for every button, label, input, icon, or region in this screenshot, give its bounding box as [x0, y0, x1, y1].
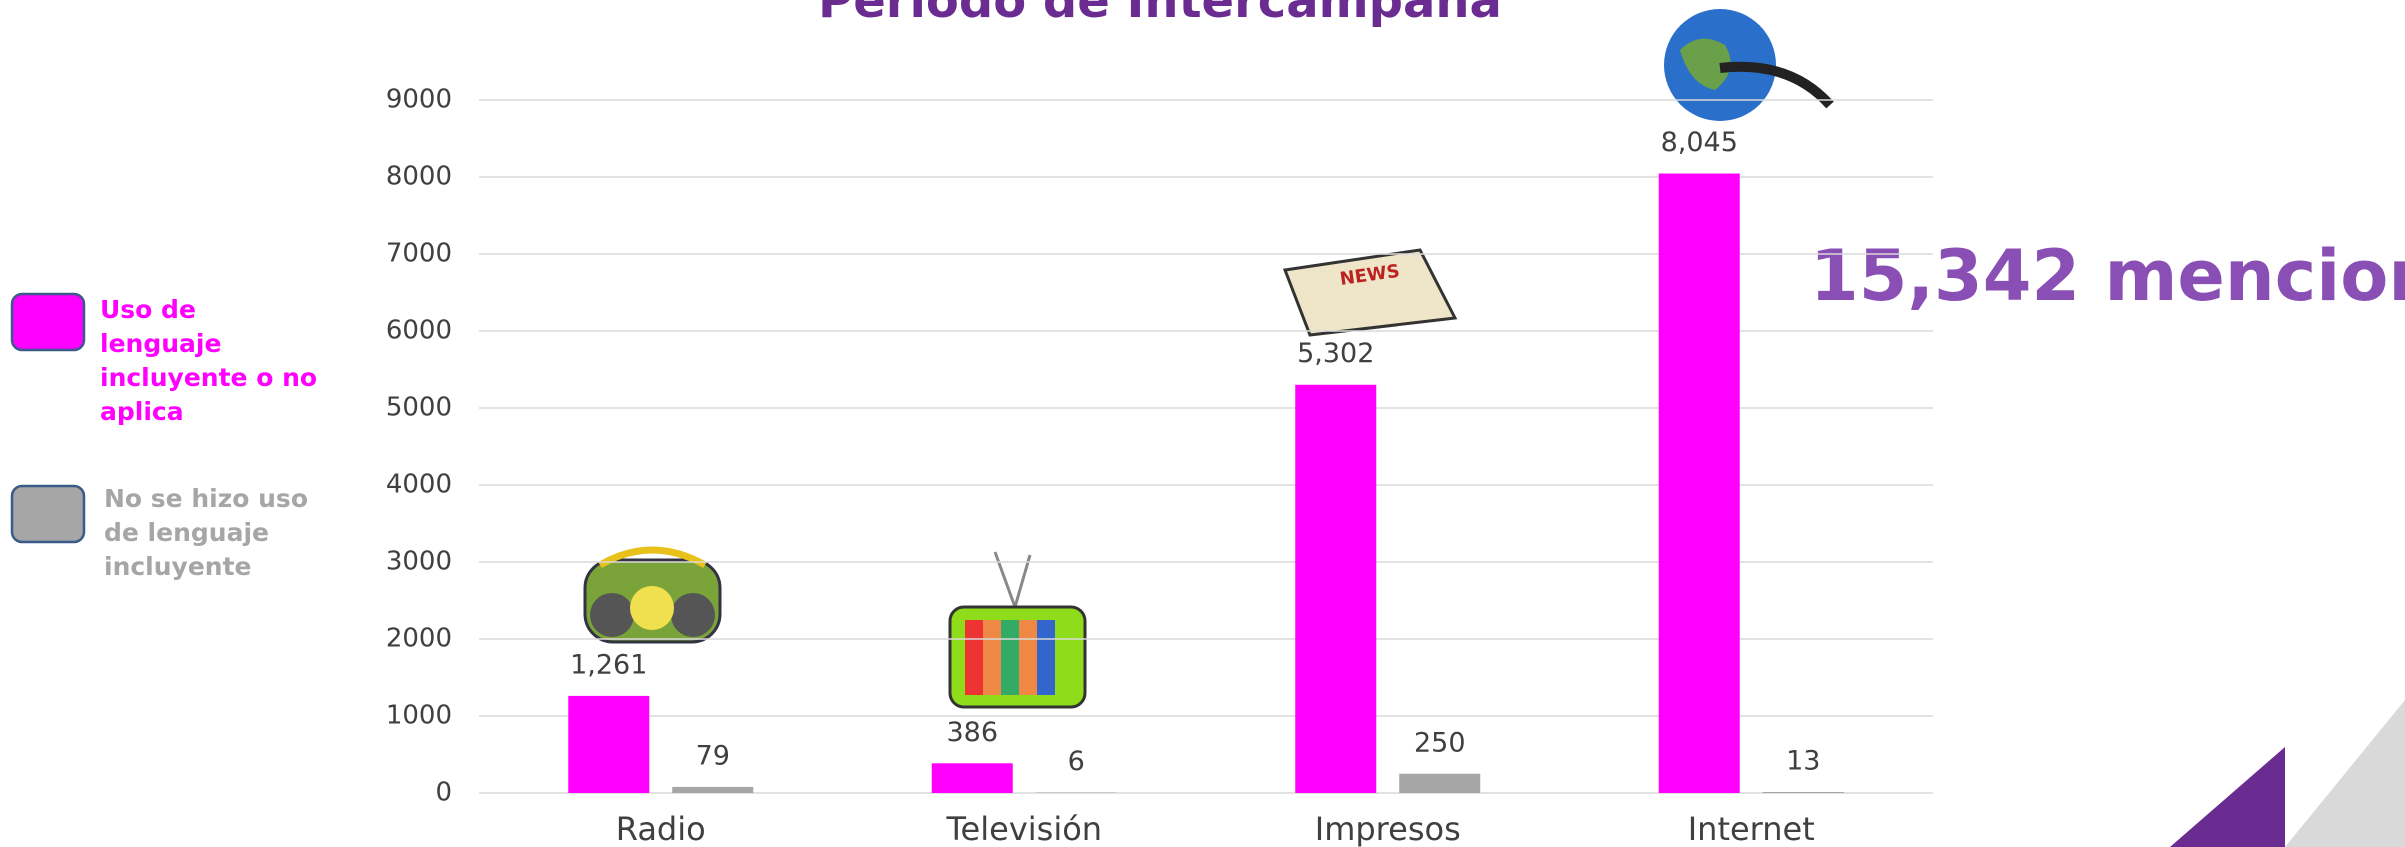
- data-label: 6: [1068, 746, 1085, 777]
- bar: [932, 763, 1013, 793]
- y-tick-label: 6000: [386, 316, 452, 346]
- data-label: 386: [946, 717, 998, 748]
- decor-triangle: [2170, 747, 2285, 847]
- legend-swatch: [12, 486, 84, 542]
- page: Periodo de Intercampaña 15,342 menciones…: [0, 0, 2405, 847]
- bar: [1295, 385, 1376, 793]
- y-tick-label: 2000: [386, 624, 452, 654]
- x-tick-label: Impresos: [1315, 810, 1461, 847]
- y-tick-label: 9000: [386, 85, 452, 115]
- bar: [1399, 774, 1480, 793]
- legend-swatch: [12, 294, 84, 350]
- data-label: 5,302: [1297, 338, 1374, 369]
- legend-label: No se hizo uso de lenguaje incluyente: [104, 482, 329, 584]
- bar: [1763, 792, 1844, 793]
- y-tick-label: 7000: [386, 239, 452, 269]
- decor-shape: [2285, 700, 2405, 847]
- x-tick-label: Internet: [1688, 810, 1815, 847]
- annotation: 15,342 menciones: [1810, 235, 2405, 317]
- y-tick-label: 8000: [386, 162, 452, 192]
- tv-icon: [950, 552, 1085, 707]
- legend-label: Uso de lenguaje incluyente o no aplica: [100, 293, 325, 429]
- y-tick-label: 5000: [386, 393, 452, 423]
- bar: [672, 787, 753, 793]
- y-tick-label: 1000: [386, 701, 452, 731]
- data-label: 13: [1786, 745, 1820, 776]
- y-tick-label: 4000: [386, 470, 452, 500]
- newspaper-icon: NEWS: [1285, 250, 1455, 335]
- chart-title: Periodo de Intercampaña: [818, 0, 1502, 29]
- x-tick-label: Radio: [616, 810, 706, 847]
- y-tick-label: 0: [435, 778, 452, 808]
- data-label: 250: [1414, 727, 1466, 758]
- data-label: 1,261: [570, 649, 647, 680]
- bar: [1659, 174, 1740, 793]
- bar: [568, 696, 649, 793]
- data-label: 79: [696, 740, 730, 771]
- chart: Periodo de Intercampaña 15,342 menciones…: [0, 0, 2405, 847]
- x-tick-label: Televisión: [945, 810, 1102, 847]
- y-tick-label: 3000: [386, 547, 452, 577]
- radio-icon: [585, 550, 720, 642]
- globe-icon: [1664, 9, 1830, 121]
- data-label: 8,045: [1661, 127, 1738, 158]
